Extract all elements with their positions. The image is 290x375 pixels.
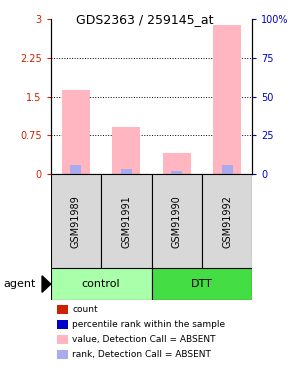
Text: GDS2363 / 259145_at: GDS2363 / 259145_at [76, 13, 214, 26]
Text: rank, Detection Call = ABSENT: rank, Detection Call = ABSENT [72, 350, 211, 359]
Text: GSM91992: GSM91992 [222, 195, 232, 248]
Text: GSM91990: GSM91990 [172, 195, 182, 248]
Bar [51, 268, 152, 300]
Bar [62, 90, 90, 174]
Bar [171, 171, 182, 174]
Text: count: count [72, 305, 98, 314]
Bar [163, 153, 191, 174]
Text: agent: agent [3, 279, 35, 289]
Bar [202, 174, 252, 268]
Bar [101, 174, 152, 268]
Bar [121, 169, 132, 174]
Text: percentile rank within the sample: percentile rank within the sample [72, 320, 226, 329]
Text: GSM91991: GSM91991 [121, 195, 131, 248]
Bar [152, 174, 202, 268]
Text: control: control [82, 279, 120, 289]
Bar [213, 25, 241, 174]
Text: DTT: DTT [191, 279, 213, 289]
Bar [113, 127, 140, 174]
Polygon shape [42, 276, 51, 292]
Bar [152, 268, 252, 300]
Text: value, Detection Call = ABSENT: value, Detection Call = ABSENT [72, 335, 216, 344]
Bar [51, 174, 101, 268]
Bar [70, 165, 81, 174]
Bar [222, 165, 233, 174]
Text: GSM91989: GSM91989 [71, 195, 81, 248]
